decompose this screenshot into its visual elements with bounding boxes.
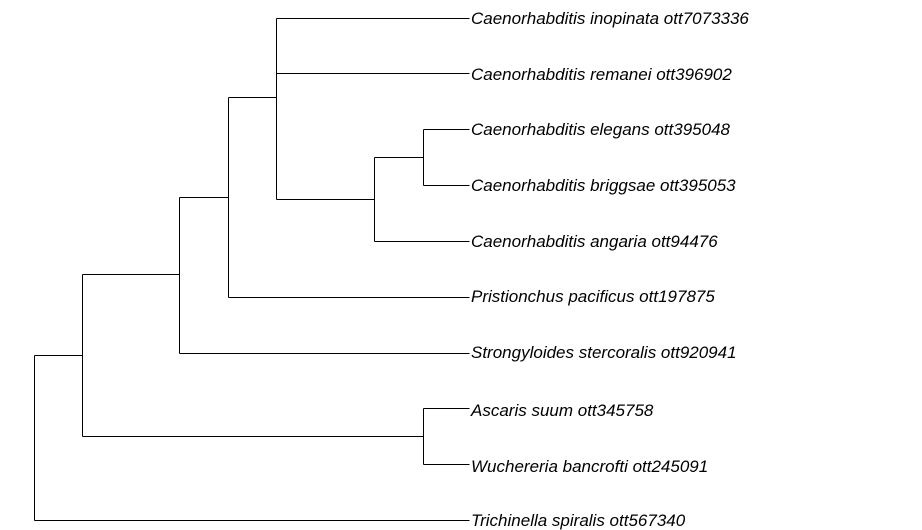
tip-label-caenorhabditis-inopinata: Caenorhabditis inopinata ott7073336 [471,9,749,28]
tip-label-ascaris-suum: Ascaris suum ott345758 [470,401,654,420]
tip-label-wuchereria-bancrofti: Wuchereria bancrofti ott245091 [471,457,708,476]
tip-label-caenorhabditis-remanei: Caenorhabditis remanei ott396902 [471,65,732,84]
tip-label-trichinella-spiralis: Trichinella spiralis ott567340 [471,511,686,530]
tip-label-caenorhabditis-elegans: Caenorhabditis elegans ott395048 [471,120,731,139]
tip-label-pristionchus-pacificus: Pristionchus pacificus ott197875 [471,287,715,306]
tip-label-caenorhabditis-angaria: Caenorhabditis angaria ott94476 [471,232,718,251]
tip-label-strongyloides-stercoralis: Strongyloides stercoralis ott920941 [471,343,737,362]
tip-label-caenorhabditis-briggsae: Caenorhabditis briggsae ott395053 [471,176,736,195]
tree-branches [34,18,470,521]
